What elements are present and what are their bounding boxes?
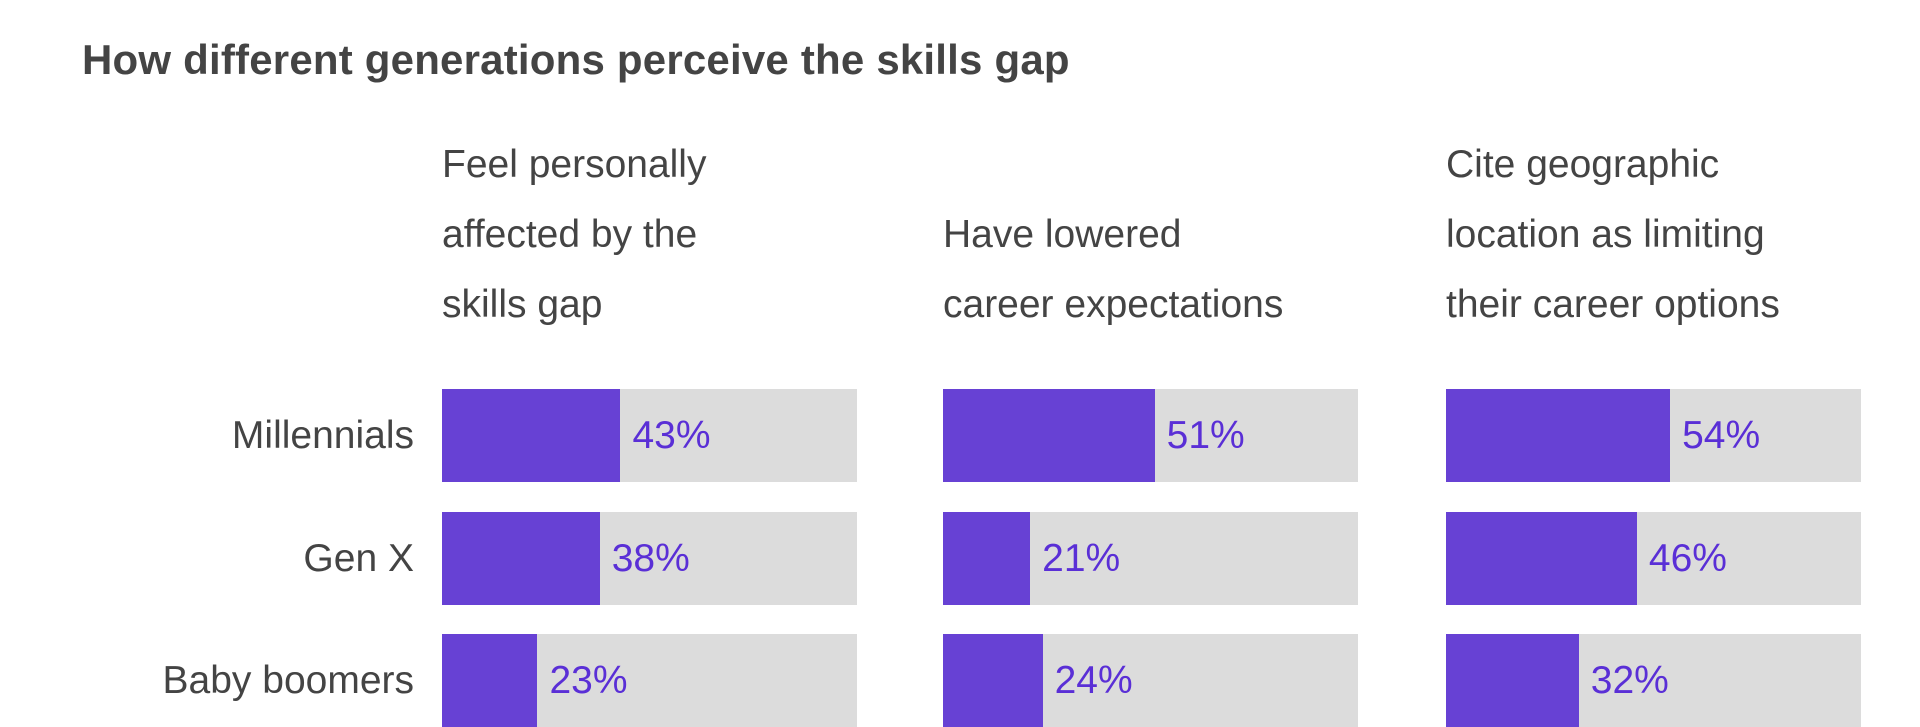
bar [943,512,1031,605]
bar-track: 54% [1446,389,1861,482]
data-label: 32% [1590,659,1669,702]
panel-header-line: Have lowered [943,213,1182,256]
bar-track: 24% [943,634,1358,727]
data-label: 23% [549,659,628,702]
bar [442,634,538,727]
data-label: 54% [1682,414,1761,457]
bar-track: 43% [442,389,857,482]
bar-track: 32% [1446,634,1861,727]
row-label: Baby boomers [162,659,414,702]
panel-header-line: location as limiting [1446,213,1765,256]
bar [943,634,1043,727]
panel-header: Cite geographic location as limiting their… [1446,140,1876,340]
data-label: 24% [1054,659,1133,702]
panel-header-line: affected by the [442,213,698,256]
bar [943,389,1155,482]
bar [442,389,621,482]
row-label: Millennials [231,414,414,457]
panel-header-line: skills gap [442,283,603,326]
bar-track: 38% [442,512,857,605]
data-label: 46% [1648,537,1727,580]
bar-track: 46% [1446,512,1861,605]
data-label: 43% [632,414,711,457]
data-label: 38% [611,537,690,580]
bar [1446,389,1671,482]
bar [1446,634,1579,727]
row-label: Gen X [303,537,414,580]
data-label: 51% [1166,414,1245,457]
panel-header-line: their career options [1446,283,1780,326]
bar-track: 51% [943,389,1358,482]
bar [1446,512,1637,605]
panel-header: Have lowered career expectations [943,140,1373,340]
chart-title: How different generations perceive the s… [82,36,1070,83]
panel-header: Feel personally affected by the skills gap [442,140,872,340]
panel-header-line: career expectations [943,283,1284,326]
data-label: 21% [1042,537,1121,580]
bar-track: 23% [442,634,857,727]
panel-header-line: Cite geographic [1446,143,1720,186]
panel-header-line: Feel personally [442,143,707,186]
bar [442,512,600,605]
bar-track: 21% [943,512,1358,605]
